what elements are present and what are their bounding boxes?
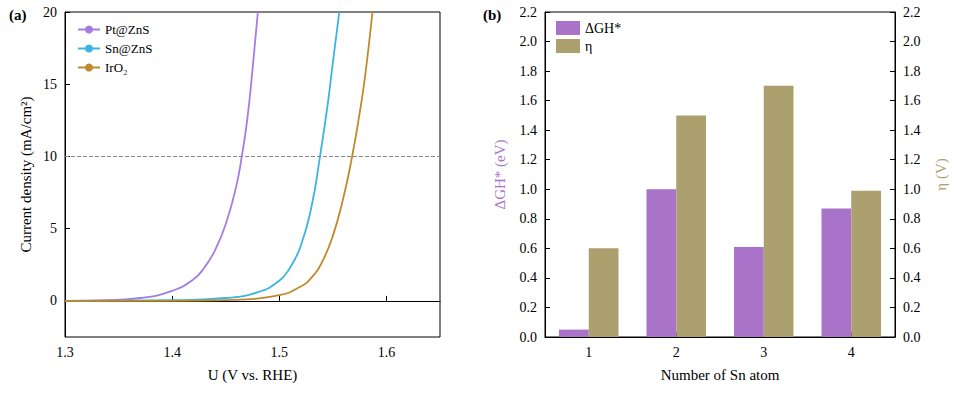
svg-text:1.8: 1.8 [520, 64, 538, 79]
svg-text:1.8: 1.8 [903, 64, 921, 79]
svg-text:0.2: 0.2 [520, 300, 538, 315]
svg-text:4: 4 [848, 345, 855, 360]
svg-text:0.6: 0.6 [520, 241, 538, 256]
svg-text:η (V): η (V) [933, 158, 950, 190]
svg-text:2.0: 2.0 [520, 34, 538, 49]
svg-text:2.2: 2.2 [520, 5, 538, 20]
svg-text:15: 15 [43, 77, 57, 92]
svg-text:1.0: 1.0 [903, 182, 921, 197]
svg-text:0.0: 0.0 [520, 330, 538, 345]
svg-text:1.0: 1.0 [520, 182, 538, 197]
svg-text:(a): (a) [9, 7, 27, 24]
svg-text:1.2: 1.2 [903, 152, 921, 167]
svg-text:0.6: 0.6 [903, 241, 921, 256]
svg-text:1.6: 1.6 [378, 345, 396, 360]
svg-text:0.4: 0.4 [903, 270, 921, 285]
svg-text:2: 2 [673, 345, 680, 360]
svg-text:U (V vs. RHE): U (V vs. RHE) [208, 367, 298, 384]
svg-text:1.6: 1.6 [903, 93, 921, 108]
svg-text:ΔGH* (eV): ΔGH* (eV) [492, 139, 509, 209]
svg-text:1: 1 [585, 345, 592, 360]
svg-text:0.4: 0.4 [520, 270, 538, 285]
svg-text:0: 0 [50, 293, 57, 308]
svg-text:0.8: 0.8 [520, 211, 538, 226]
svg-text:20: 20 [43, 5, 57, 20]
svg-text:Sn@ZnS: Sn@ZnS [105, 41, 152, 56]
svg-text:1.4: 1.4 [520, 123, 538, 138]
svg-text:10: 10 [43, 149, 57, 164]
svg-text:ΔGH*: ΔGH* [585, 21, 621, 36]
svg-text:1.6: 1.6 [520, 93, 538, 108]
svg-text:Number of Sn atom: Number of Sn atom [661, 367, 780, 383]
svg-text:(b): (b) [483, 7, 501, 24]
svg-text:1.5: 1.5 [271, 345, 289, 360]
svg-text:0.8: 0.8 [903, 211, 921, 226]
svg-text:3: 3 [760, 345, 767, 360]
svg-text:1.2: 1.2 [520, 152, 538, 167]
svg-text:IrO₂: IrO₂ [105, 60, 128, 75]
svg-text:2.2: 2.2 [903, 5, 921, 20]
svg-text:1.4: 1.4 [903, 123, 921, 138]
svg-text:η: η [585, 39, 592, 54]
svg-text:2.0: 2.0 [903, 34, 921, 49]
svg-text:1.3: 1.3 [56, 345, 74, 360]
svg-text:0.2: 0.2 [903, 300, 921, 315]
svg-text:1.4: 1.4 [163, 345, 181, 360]
svg-text:5: 5 [50, 221, 57, 236]
svg-text:Pt@ZnS: Pt@ZnS [105, 22, 149, 37]
svg-text:0.0: 0.0 [903, 330, 921, 345]
svg-text:Current density (mA/cm²): Current density (mA/cm²) [18, 96, 35, 252]
